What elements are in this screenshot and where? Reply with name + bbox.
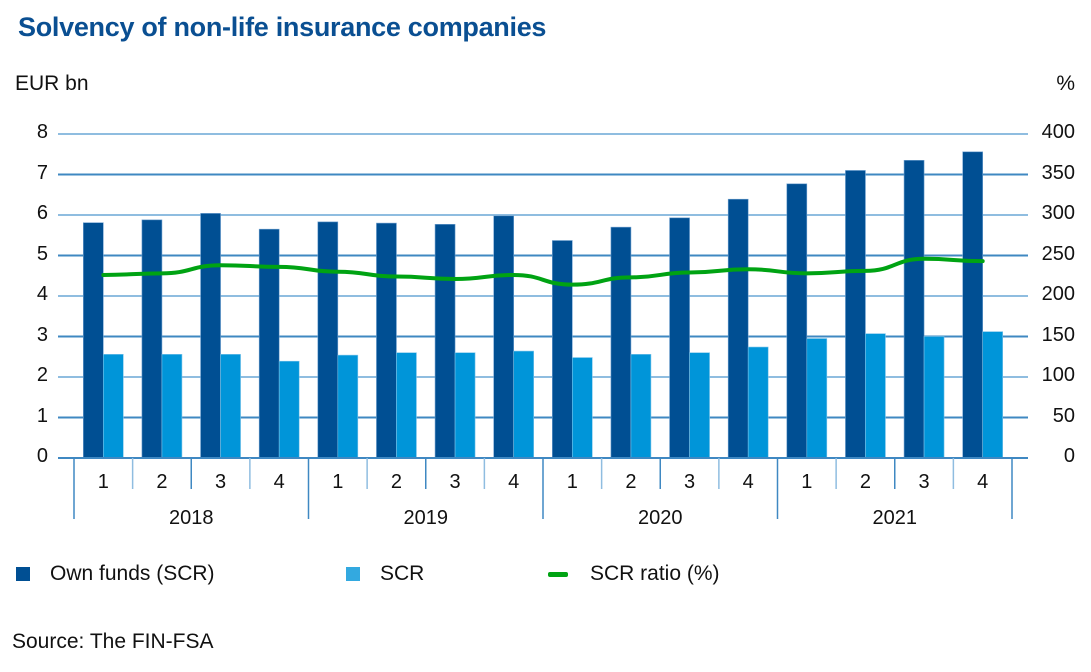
right-tick-label: 200	[1041, 283, 1075, 305]
year-label: 2019	[403, 507, 449, 529]
legend: Own funds (SCR) SCR SCR ratio (%)	[0, 562, 1091, 592]
year-label: 2018	[169, 507, 214, 529]
right-axis-unit: %	[1056, 72, 1075, 95]
scr-bar	[220, 354, 241, 459]
scr-bar	[630, 354, 652, 459]
right-tick-label: 100	[1041, 364, 1075, 386]
right-tick-label: 150	[1041, 323, 1075, 346]
right-tick-label: 350	[1041, 161, 1075, 184]
scr-bar	[161, 354, 183, 459]
quarter-label: 4	[273, 471, 285, 493]
right-tick-label: 250	[1041, 242, 1075, 265]
right-tick-label: 50	[1052, 404, 1075, 427]
legend-item-scr: SCR	[346, 562, 424, 586]
own-funds-bar	[962, 151, 983, 459]
left-tick-label: 3	[36, 323, 48, 346]
quarter-label: 3	[684, 471, 696, 493]
left-tick-label: 6	[36, 202, 48, 224]
own-funds-swatch-icon	[16, 567, 30, 581]
scr-bar	[337, 354, 359, 459]
scr-bar	[513, 350, 534, 459]
quarter-label: 2	[156, 471, 168, 493]
scr-bar	[865, 333, 886, 459]
quarter-label: 2	[625, 471, 637, 493]
own-funds-bar	[200, 213, 221, 459]
own-funds-bar	[258, 228, 280, 459]
scr-bar	[278, 360, 300, 459]
quarter-label: 3	[918, 471, 930, 493]
source-note: Source: The FIN-FSA	[12, 630, 214, 653]
left-tick-label: 2	[36, 364, 48, 386]
quarter-label: 3	[215, 471, 227, 493]
own-funds-bar	[552, 240, 573, 459]
right-tick-label: 400	[1041, 121, 1075, 143]
own-funds-bar	[141, 219, 163, 459]
quarter-label: 4	[508, 471, 520, 493]
left-tick-label: 7	[36, 161, 48, 184]
left-tick-label: 8	[36, 121, 48, 143]
left-tick-label: 0	[36, 445, 48, 467]
quarter-label: 2	[859, 471, 871, 493]
scr-swatch-icon	[346, 567, 360, 581]
quarter-label: 4	[742, 471, 754, 493]
scr-ratio-line	[101, 256, 985, 287]
quarter-label: 2	[390, 471, 402, 493]
quarter-label: 4	[977, 471, 989, 493]
scr-bar	[982, 331, 1003, 459]
right-tick-label: 300	[1041, 202, 1075, 224]
own-funds-bar	[669, 217, 690, 459]
own-funds-bar	[903, 160, 925, 459]
own-funds-bar	[317, 221, 339, 459]
quarter-label: 1	[801, 471, 813, 493]
legend-item-ratio: SCR ratio (%)	[548, 562, 720, 586]
scr-bar	[454, 352, 476, 459]
left-tick-label: 5	[36, 242, 48, 265]
quarter-label: 1	[332, 471, 344, 493]
own-funds-bar	[786, 183, 808, 459]
own-funds-bar	[610, 226, 632, 459]
left-tick-label: 1	[36, 404, 48, 427]
scr-bar	[689, 352, 710, 459]
left-tick-label: 4	[36, 283, 48, 305]
scr-bar	[806, 338, 828, 459]
own-funds-bar	[376, 222, 397, 459]
own-funds-bar	[493, 215, 514, 459]
right-tick-label: 0	[1063, 445, 1075, 467]
year-label: 2021	[872, 507, 918, 529]
own-funds-bar	[727, 198, 749, 459]
own-funds-bar	[845, 170, 866, 459]
quarter-label: 1	[566, 471, 578, 493]
ratio-line-swatch-icon	[548, 571, 568, 577]
quarter-label: 3	[449, 471, 461, 493]
scr-bar	[923, 336, 945, 459]
legend-label-scr: SCR	[380, 562, 425, 585]
scr-bar	[103, 354, 124, 459]
own-funds-bar	[434, 224, 456, 459]
chart-title: Solvency of non-life insurance companies	[18, 12, 547, 42]
scr-bar	[396, 352, 417, 459]
own-funds-bar	[83, 222, 104, 459]
left-axis-unit: EUR bn	[15, 72, 89, 95]
legend-item-own-funds: Own funds (SCR)	[16, 562, 215, 586]
scr-bar	[747, 346, 769, 459]
scr-bar	[572, 357, 593, 459]
year-label: 2020	[638, 507, 683, 529]
legend-label-ratio: SCR ratio (%)	[590, 562, 720, 585]
quarter-label: 1	[97, 471, 109, 493]
legend-label-own-funds: Own funds (SCR)	[50, 562, 215, 585]
